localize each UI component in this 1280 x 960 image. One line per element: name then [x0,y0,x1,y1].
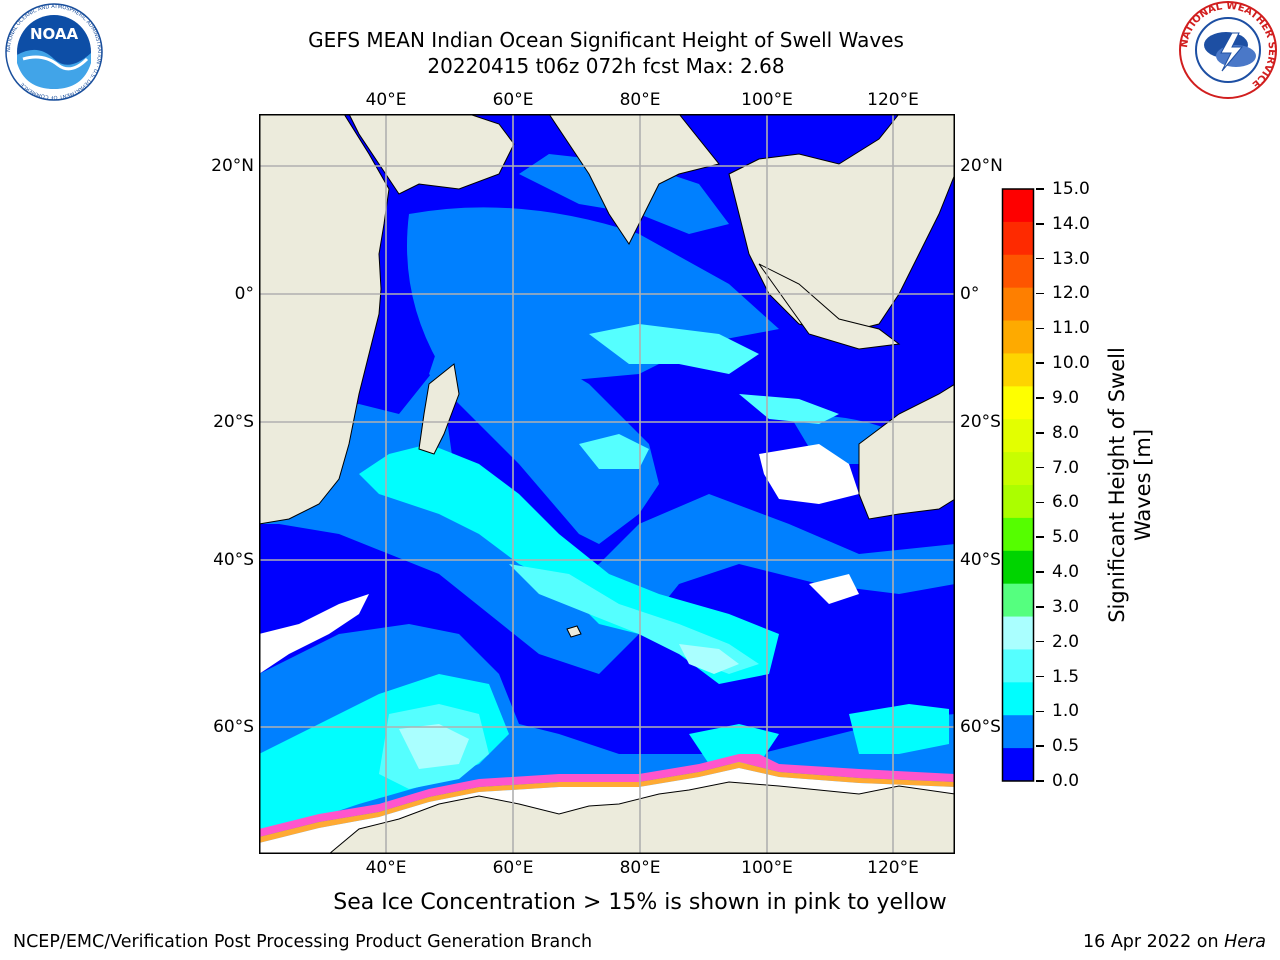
lat-tick-left-20s: 20°S [213,412,254,432]
colorbar-segment [1002,287,1034,322]
colorbar-tick-label: 2.0 [1052,631,1080,652]
colorbar-tick-label: 11.0 [1052,318,1090,339]
nws-logo: NATIONAL WEATHER SERVICE [1179,1,1277,99]
map-gridlines [259,114,955,854]
colorbar-tick-mark [1036,675,1044,678]
swell-wave-map [259,114,955,854]
lat-tick-right-40s: 40°S [960,550,1001,570]
colorbar-tick-mark [1036,397,1044,399]
colorbar-tick-mark [1036,536,1044,538]
colorbar-tick-mark [1036,745,1044,747]
colorbar-tick-label: 9.0 [1052,387,1080,408]
noaa-logo: NATIONAL OCEANIC AND ATMOSPHERIC ADMINIS… [5,3,103,101]
footer-branch: NCEP/EMC/Verification Post Processing Pr… [13,932,593,952]
colorbar-tick-label: 15.0 [1052,179,1090,199]
lat-tick-left-60s: 60°S [213,717,254,737]
colorbar-tick-label: 1.5 [1052,666,1080,687]
lat-tick-left-40s: 40°S [213,550,254,570]
colorbar-tick-label: 13.0 [1052,248,1090,269]
colorbar-tick-mark [1036,640,1044,643]
colorbar-segment [1002,254,1034,289]
colorbar-tick-label: 7.0 [1052,457,1080,478]
colorbar-segment [1002,419,1034,453]
lat-tick-right-20s: 20°S [960,412,1001,432]
colorbar-tick-label: 14.0 [1052,213,1090,234]
lon-tick-bottom-60e: 60°E [492,858,534,878]
colorbar-segment [1002,649,1034,683]
colorbar-tick-mark [1036,327,1044,330]
sea-ice-note: Sea Ice Concentration > 15% is shown in … [333,890,947,915]
colorbar-tick-label: 5.0 [1052,527,1080,548]
colorbar-tick-mark [1036,223,1044,225]
lon-tick-top-80e: 80°E [619,90,661,110]
colorbar-tick-label: 3.0 [1052,596,1080,617]
colorbar-tick-mark [1036,292,1044,295]
lat-tick-right-0: 0° [960,284,980,304]
colorbar-tick-mark [1036,780,1044,782]
colorbar-tick-label: 12.0 [1052,283,1090,304]
colorbar-label-line1: Significant Height of Swell [1105,347,1129,623]
colorbar-segment [1002,452,1034,486]
colorbar-segment [1002,221,1034,256]
colorbar-tick-label: 0.0 [1052,771,1080,791]
colorbar-segment [1002,517,1034,552]
colorbar-tick-label: 6.0 [1052,492,1080,513]
lat-tick-right-60s: 60°S [960,717,1001,737]
lat-tick-left-20n: 20°N [211,156,254,176]
colorbar-segment [1002,616,1034,650]
colorbar-tick-label: 8.0 [1052,422,1080,443]
colorbar-segment [1002,550,1034,585]
colorbar-tick-mark [1036,257,1044,260]
footer-host: Hera [1224,932,1266,952]
colorbar-tick-label: 0.5 [1052,736,1080,757]
map-frame [259,114,955,854]
lat-tick-left-0: 0° [234,284,254,304]
colorbar-tick-mark [1036,466,1044,469]
colorbar-tick-mark [1036,571,1044,573]
noaa-logo-text: NOAA [30,25,79,43]
lon-tick-top-60e: 60°E [492,90,534,110]
colorbar-tick-label: 1.0 [1052,701,1080,722]
footer-date-text: 16 Apr 2022 on [1083,932,1225,952]
footer-date: 16 Apr 2022 on Hera [1083,932,1266,952]
lat-tick-right-20n: 20°N [960,156,1003,176]
colorbar-segment [1002,715,1034,749]
colorbar-segment [1002,353,1034,387]
colorbar-tick-mark [1036,188,1044,190]
lon-tick-top-120e: 120°E [867,90,919,110]
colorbar-segment [1002,320,1034,354]
colorbar-segment [1002,386,1034,420]
colorbar-tick-mark [1036,606,1044,608]
map-title-line2: 20220415 t06z 072h fcst Max: 2.68 [427,54,785,78]
colorbar-segment [1002,189,1034,223]
colorbar-label-line2: Waves [m] [1131,428,1155,542]
lon-tick-bottom-80e: 80°E [619,858,661,878]
colorbar [1001,188,1035,782]
lon-tick-top-100e: 100°E [741,90,793,110]
colorbar-tick-label: 4.0 [1052,562,1080,583]
colorbar-segment [1002,485,1034,519]
map-fields [259,114,955,854]
lon-tick-bottom-120e: 120°E [867,858,919,878]
colorbar-tick-mark [1036,710,1044,713]
colorbar-tick-mark [1036,432,1044,434]
colorbar-segment [1002,583,1034,618]
colorbar-tick-mark [1036,501,1044,504]
colorbar-tick-label: 10.0 [1052,353,1090,374]
colorbar-segment [1002,748,1034,782]
lon-tick-bottom-40e: 40°E [365,858,407,878]
colorbar-segment [1002,682,1034,716]
map-title-line1: GEFS MEAN Indian Ocean Significant Heigh… [308,28,904,52]
colorbar-tick-mark [1036,362,1044,364]
lon-tick-top-40e: 40°E [365,90,407,110]
lon-tick-bottom-100e: 100°E [741,858,793,878]
